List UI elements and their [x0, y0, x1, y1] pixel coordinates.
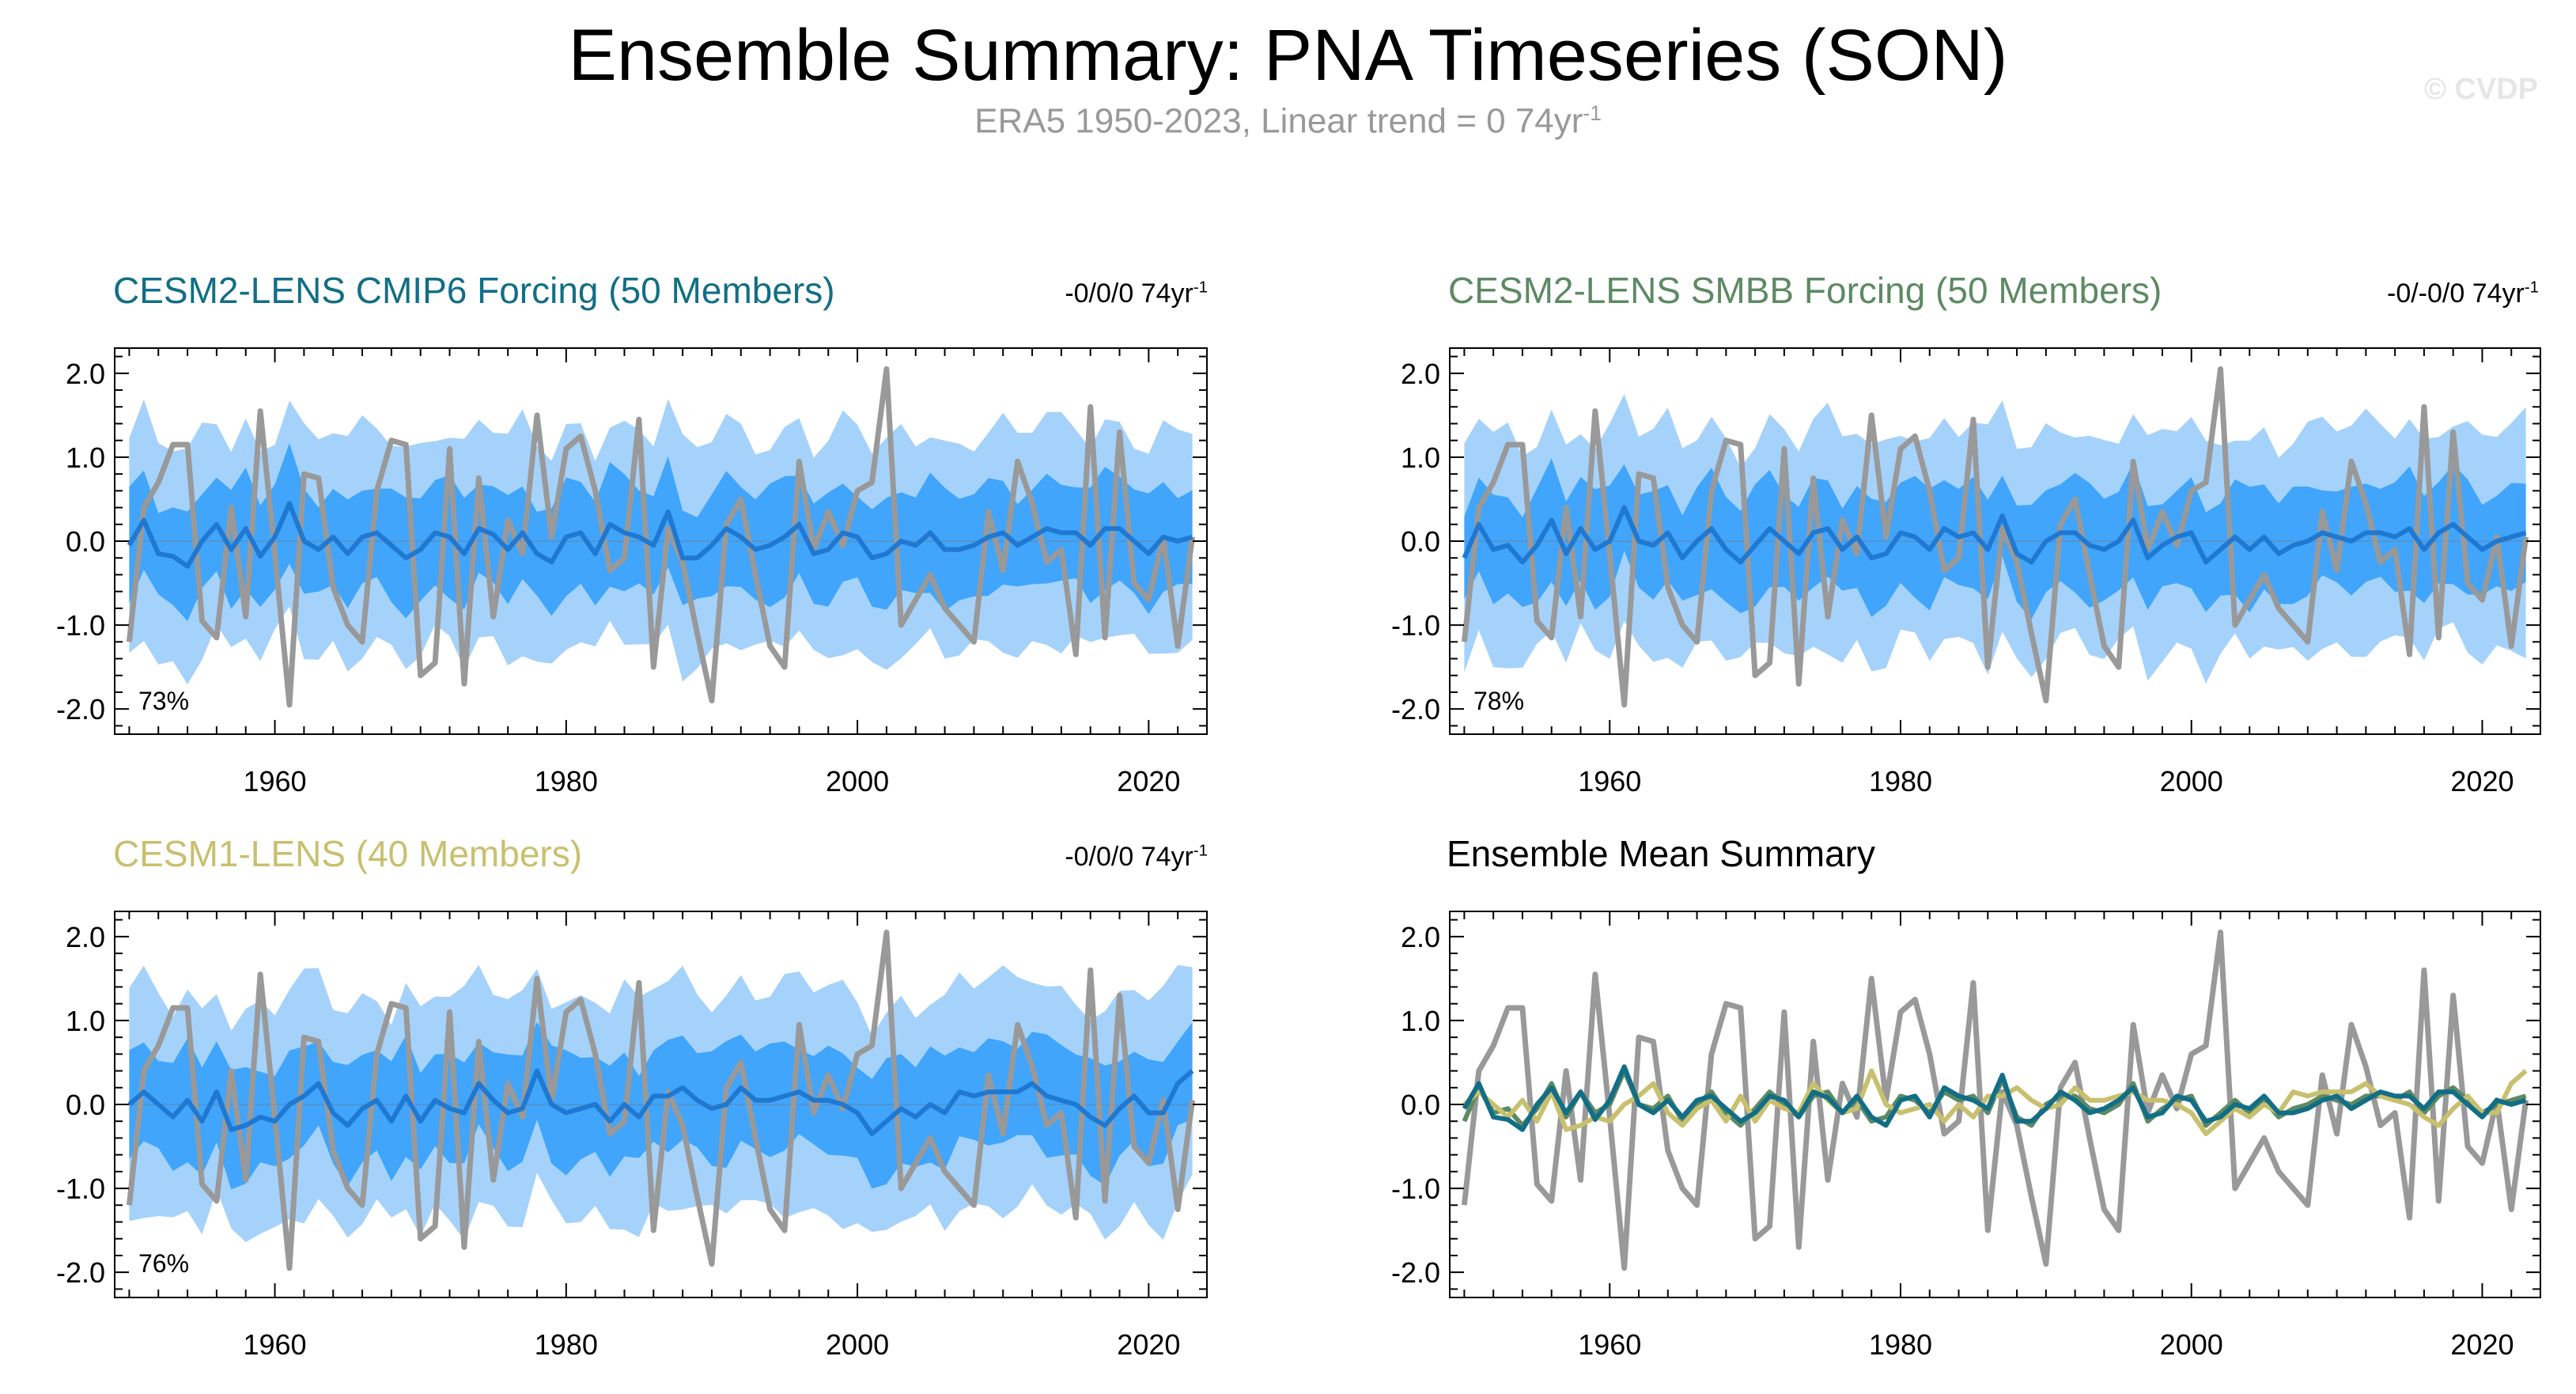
- x-tick-label: 1960: [243, 1328, 306, 1361]
- panel-trend-cmip6: -0/0/0 74yr-1: [1065, 278, 1208, 309]
- watermark: © CVDP: [2423, 73, 2538, 106]
- x-tick-label: 1980: [535, 1328, 598, 1361]
- x-tick-label: 2020: [2450, 1328, 2514, 1361]
- ensemble-mean-line: [127, 1068, 1194, 1137]
- x-tick-label: 2020: [1117, 1328, 1180, 1361]
- panel-1: -2.0 -1.0 0.0 1.0 2.0 1960 1980 2000 2020: [1391, 347, 2541, 797]
- panel-title-lens1: CESM1-LENS (40 Members): [113, 833, 583, 874]
- panel-percent-lens1: 76%: [138, 1249, 190, 1278]
- y-tick-label: 1.0: [1401, 441, 1440, 474]
- ensemble-mean-line: [127, 501, 1193, 569]
- x-tick-label: 1980: [1869, 1328, 1932, 1361]
- x-tick-label: 1980: [535, 765, 598, 797]
- y-tick-label: 2.0: [66, 358, 105, 390]
- panel-title-ensemble-mean: Ensemble Mean Summary: [1447, 833, 1875, 874]
- observed-series-line: [1461, 930, 2529, 1271]
- y-tick-label: 1.0: [1401, 1005, 1440, 1037]
- y-tick-label: -1.0: [1391, 609, 1440, 642]
- panel-title-smbb: CESM2-LENS SMBB Forcing (50 Members): [1448, 270, 2162, 311]
- x-tick-label: 1980: [1869, 765, 1932, 797]
- observed-series-line: [126, 366, 1196, 708]
- y-tick-label: -1.0: [1391, 1172, 1440, 1205]
- ensemble-mean-line: [1462, 505, 2527, 565]
- panel-title-cmip6: CESM2-LENS CMIP6 Forcing (50 Members): [113, 270, 835, 311]
- figure-title: Ensemble Summary: PNA Timeseries (SON): [568, 15, 2008, 96]
- observed-series-line: [1461, 366, 2529, 708]
- x-tick-label: 1960: [1578, 1328, 1641, 1361]
- y-tick-label: 0.0: [1401, 525, 1440, 558]
- x-tick-label: 2020: [1117, 765, 1180, 797]
- y-tick-label: -1.0: [56, 609, 105, 642]
- panel-3: -2.0 -1.0 0.0 1.0 2.0 1960 1980 2000 2020: [1391, 911, 2541, 1361]
- panel-0: -2.0 -1.0 0.0 1.0 2.0 1960 1980 2000 2020: [56, 347, 1208, 797]
- x-tick-label: 2000: [2160, 1328, 2223, 1361]
- y-tick-label: -1.0: [56, 1172, 105, 1205]
- y-tick-label: 2.0: [66, 921, 105, 953]
- y-tick-label: 2.0: [1401, 921, 1440, 953]
- y-tick-label: 0.0: [66, 525, 105, 558]
- y-tick-label: -2.0: [56, 1256, 105, 1289]
- x-tick-label: 2020: [2450, 765, 2514, 797]
- y-tick-label: 0.0: [1401, 1089, 1440, 1121]
- y-tick-label: 0.0: [66, 1089, 105, 1121]
- y-tick-label: 1.0: [66, 1005, 105, 1037]
- x-tick-label: 1960: [1578, 765, 1641, 797]
- y-tick-label: 1.0: [66, 441, 105, 474]
- y-tick-label: 2.0: [1401, 358, 1440, 390]
- y-tick-label: -2.0: [56, 693, 105, 725]
- ensemble-mean-line: [1462, 1064, 2527, 1132]
- panel-percent-smbb: 78%: [1473, 687, 1525, 715]
- x-tick-label: 1960: [243, 765, 306, 797]
- x-tick-label: 2000: [2160, 765, 2223, 797]
- panel-2: -2.0 -1.0 0.0 1.0 2.0 1960 1980 2000 2020: [56, 911, 1208, 1361]
- observed-series-line: [126, 930, 1196, 1271]
- panel-trend-lens1: -0/0/0 74yr-1: [1065, 842, 1208, 872]
- panel-percent-cmip6: 73%: [138, 687, 190, 715]
- x-tick-label: 2000: [826, 1328, 889, 1361]
- y-tick-label: -2.0: [1391, 1256, 1440, 1289]
- y-tick-label: -2.0: [1391, 693, 1440, 725]
- figure-subtitle: ERA5 1950-2023, Linear trend = 0 74yr-1: [974, 101, 1602, 141]
- x-tick-label: 2000: [826, 765, 889, 797]
- panel-trend-smbb: -0/-0/0 74yr-1: [2387, 278, 2539, 309]
